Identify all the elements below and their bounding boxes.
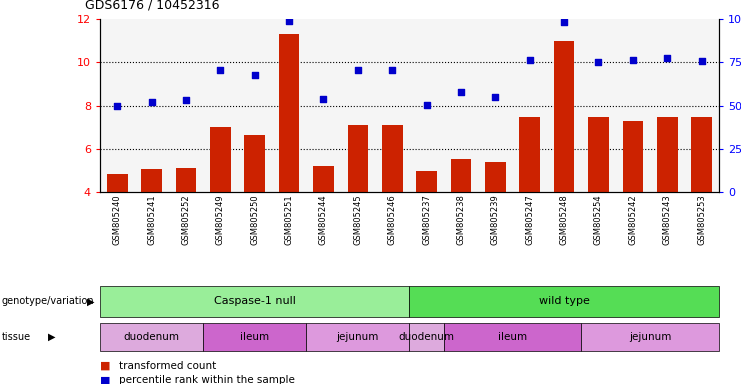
- Point: [524, 57, 536, 63]
- Text: duodenum: duodenum: [399, 332, 454, 342]
- Bar: [348, 125, 368, 192]
- Text: GSM805251: GSM805251: [285, 194, 293, 245]
- Text: GSM805237: GSM805237: [422, 194, 431, 245]
- Text: GSM805249: GSM805249: [216, 194, 225, 245]
- Text: GSM805252: GSM805252: [182, 194, 190, 245]
- Text: tissue: tissue: [1, 332, 30, 342]
- Text: GSM805254: GSM805254: [594, 194, 603, 245]
- Text: ■: ■: [100, 375, 110, 384]
- Bar: [382, 125, 402, 192]
- Text: GSM805239: GSM805239: [491, 194, 500, 245]
- Point: [318, 96, 330, 102]
- Bar: [245, 135, 265, 192]
- Point: [593, 60, 605, 66]
- Text: Caspase-1 null: Caspase-1 null: [214, 296, 296, 306]
- Text: GSM805243: GSM805243: [662, 194, 671, 245]
- Point: [627, 57, 639, 63]
- Point: [696, 58, 708, 65]
- Bar: [554, 41, 574, 192]
- Text: GSM805248: GSM805248: [559, 194, 568, 245]
- Text: GSM805238: GSM805238: [456, 194, 465, 245]
- Bar: [142, 169, 162, 192]
- Text: duodenum: duodenum: [124, 332, 179, 342]
- Point: [455, 88, 467, 94]
- Text: GSM805242: GSM805242: [628, 194, 637, 245]
- Point: [489, 94, 501, 100]
- Bar: [622, 121, 643, 192]
- Text: ▶: ▶: [48, 332, 56, 342]
- Text: ■: ■: [100, 361, 110, 371]
- Text: jejunum: jejunum: [629, 332, 671, 342]
- Text: GSM805245: GSM805245: [353, 194, 362, 245]
- Bar: [657, 118, 677, 192]
- Text: ▶: ▶: [87, 296, 95, 306]
- Bar: [451, 159, 471, 192]
- Text: transformed count: transformed count: [119, 361, 216, 371]
- Bar: [210, 127, 230, 192]
- Text: percentile rank within the sample: percentile rank within the sample: [119, 375, 294, 384]
- Point: [283, 18, 295, 25]
- Bar: [588, 118, 609, 192]
- Text: GSM805247: GSM805247: [525, 194, 534, 245]
- Text: GSM805241: GSM805241: [147, 194, 156, 245]
- Bar: [107, 174, 127, 192]
- Text: ileum: ileum: [240, 332, 269, 342]
- Point: [146, 99, 158, 106]
- Point: [421, 101, 433, 108]
- Text: GSM805246: GSM805246: [388, 194, 396, 245]
- Text: jejunum: jejunum: [336, 332, 379, 342]
- Bar: [279, 34, 299, 192]
- Point: [249, 72, 261, 78]
- Point: [214, 67, 226, 73]
- Point: [111, 103, 123, 109]
- Point: [661, 55, 673, 61]
- Text: GSM805244: GSM805244: [319, 194, 328, 245]
- Text: GSM805253: GSM805253: [697, 194, 706, 245]
- Bar: [313, 166, 333, 192]
- Point: [558, 19, 570, 25]
- Bar: [519, 118, 540, 192]
- Text: GDS6176 / 10452316: GDS6176 / 10452316: [85, 0, 220, 12]
- Bar: [176, 168, 196, 192]
- Point: [386, 67, 398, 73]
- Point: [180, 97, 192, 103]
- Text: genotype/variation: genotype/variation: [1, 296, 94, 306]
- Text: GSM805240: GSM805240: [113, 194, 122, 245]
- Bar: [691, 118, 712, 192]
- Bar: [485, 162, 505, 192]
- Bar: [416, 172, 437, 192]
- Text: wild type: wild type: [539, 296, 590, 306]
- Point: [352, 67, 364, 73]
- Text: GSM805250: GSM805250: [250, 194, 259, 245]
- Text: ileum: ileum: [498, 332, 527, 342]
